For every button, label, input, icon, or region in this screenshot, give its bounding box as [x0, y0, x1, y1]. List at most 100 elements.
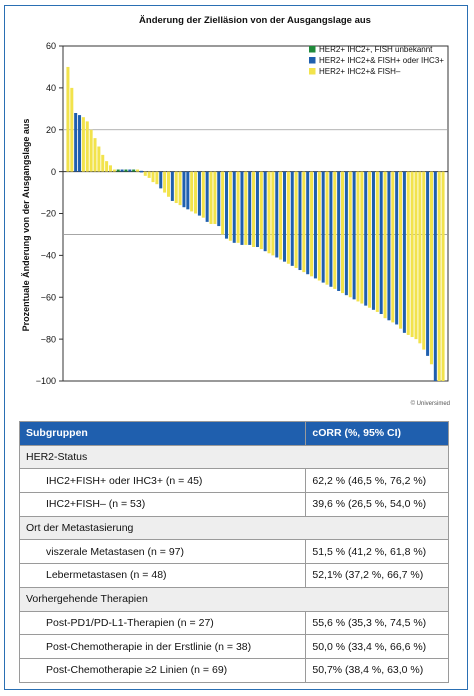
- bar: [170, 171, 174, 201]
- bar: [406, 171, 410, 335]
- bar: [414, 171, 418, 340]
- bar: [310, 171, 314, 277]
- bar: [379, 171, 383, 315]
- bar: [236, 171, 240, 243]
- section-label: HER2-Status: [19, 444, 449, 470]
- y-tick-label: 40: [46, 83, 56, 93]
- table-row: Lebermetastasen (n = 48) 52,1% (37,2 %, 6…: [18, 563, 449, 588]
- bar: [294, 171, 298, 268]
- bar: [190, 171, 194, 212]
- waterfall-chart: Änderung der Zielläsion von der Ausgangs…: [21, 15, 450, 407]
- bar: [213, 171, 217, 224]
- bar: [317, 171, 321, 281]
- table-row: IHC2+FISH+ oder IHC3+ (n = 45) 62,2 % (46…: [18, 468, 449, 494]
- bar: [298, 171, 302, 271]
- bar: [368, 171, 372, 308]
- corr-value: 55,6 % (35,3 %, 74,5 %): [305, 610, 449, 636]
- bar: [313, 171, 317, 279]
- bar: [375, 171, 379, 312]
- bar: [433, 171, 437, 382]
- bar: [78, 115, 82, 172]
- bar: [186, 171, 190, 210]
- bar: [263, 171, 267, 252]
- bar: [252, 171, 256, 248]
- y-tick-label: −60: [41, 292, 56, 302]
- bar: [228, 171, 232, 241]
- bar: [275, 171, 279, 258]
- bar: [283, 171, 287, 262]
- bar: [132, 169, 136, 172]
- bar: [66, 66, 70, 172]
- bar: [217, 171, 221, 227]
- bar: [108, 165, 112, 172]
- bar: [136, 169, 140, 172]
- bar: [306, 171, 310, 275]
- bar: [151, 171, 155, 183]
- bar: [174, 171, 178, 204]
- bar: [410, 171, 414, 338]
- subgroup-label: Lebermetastasen (n = 48): [18, 563, 307, 588]
- section-label: Vorhergehende Therapien: [19, 586, 449, 612]
- bar: [209, 171, 213, 224]
- bar: [221, 171, 225, 235]
- bar: [325, 171, 329, 285]
- bar: [352, 171, 356, 300]
- bar: [81, 117, 85, 172]
- bar: [360, 171, 364, 304]
- legend: HER2+ IHC2+, FISH unbekannt HER2+ IHC2+& …: [309, 45, 444, 76]
- credit-text: © Universimed: [411, 400, 450, 407]
- table-row: IHC2+FISH– (n = 53) 39,6 % (26,5 %, 54,0 …: [18, 492, 449, 517]
- bar: [302, 171, 306, 273]
- bar: [395, 171, 399, 325]
- bar: [329, 171, 333, 287]
- subgroup-label: IHC2+FISH+ oder IHC3+ (n = 45): [18, 468, 307, 494]
- bar: [89, 129, 93, 172]
- subgroup-label: IHC2+FISH– (n = 53): [18, 492, 307, 517]
- table-row: Post-Chemotherapie ≥2 Linien (n = 69) 50,…: [18, 657, 449, 683]
- y-tick-label: −100: [36, 376, 56, 386]
- table-section-row: Ort der Metastasierung: [19, 515, 449, 541]
- bar: [337, 171, 341, 291]
- bar: [399, 171, 403, 329]
- bar: [166, 171, 170, 197]
- legend-entry-label: HER2+ IHC2+& FISH–: [319, 67, 401, 76]
- bar: [205, 171, 209, 222]
- table-section-row: Vorhergehende Therapien: [19, 586, 449, 612]
- legend-swatch: [309, 68, 316, 75]
- bar: [201, 171, 205, 218]
- bar: [441, 171, 445, 382]
- y-tick-label: −40: [41, 251, 56, 261]
- bar: [344, 171, 348, 296]
- y-axis-label: Prozentuale Änderung von der Ausgangslag…: [21, 119, 31, 332]
- bar: [286, 171, 290, 264]
- bar: [139, 170, 143, 173]
- corr-value: 62,2 % (46,5 %, 76,2 %): [305, 468, 449, 494]
- y-tick-label: −20: [41, 209, 56, 219]
- legend-entry-label: HER2+ IHC2+, FISH unbekannt: [319, 45, 433, 54]
- bar: [112, 169, 116, 172]
- legend-swatch: [309, 46, 316, 53]
- subgroup-label: viszerale Metastasen (n = 97): [18, 539, 307, 565]
- bar: [224, 171, 229, 239]
- bar: [120, 169, 124, 172]
- bar: [422, 171, 426, 350]
- bar: [116, 169, 120, 172]
- bar: [85, 121, 89, 172]
- legend-swatch: [309, 57, 316, 64]
- table-row: Post-Chemotherapie in der Erstlinie (n =…: [18, 634, 449, 659]
- corr-value: 51,5 % (41,2 %, 61,8 %): [305, 539, 449, 565]
- table-header-row: Subgruppen cORR (%, 95% CI): [18, 421, 449, 446]
- corr-value: 52,1% (37,2 %, 66,7 %): [305, 563, 449, 588]
- y-tick-label: 60: [46, 41, 56, 51]
- bar: [364, 171, 368, 306]
- corr-value: 39,6 % (26,5 %, 54,0 %): [305, 492, 449, 517]
- bar: [255, 171, 259, 248]
- subgroup-label: Post-PD1/PD-L1-Therapien (n = 27): [18, 610, 307, 636]
- bar: [155, 171, 159, 185]
- chart-title: Änderung der Zielläsion von der Ausgangs…: [139, 15, 371, 26]
- bar: [93, 138, 97, 172]
- bar: [143, 171, 147, 176]
- bar: [341, 171, 345, 294]
- bar: [356, 171, 360, 302]
- bar: [182, 171, 186, 208]
